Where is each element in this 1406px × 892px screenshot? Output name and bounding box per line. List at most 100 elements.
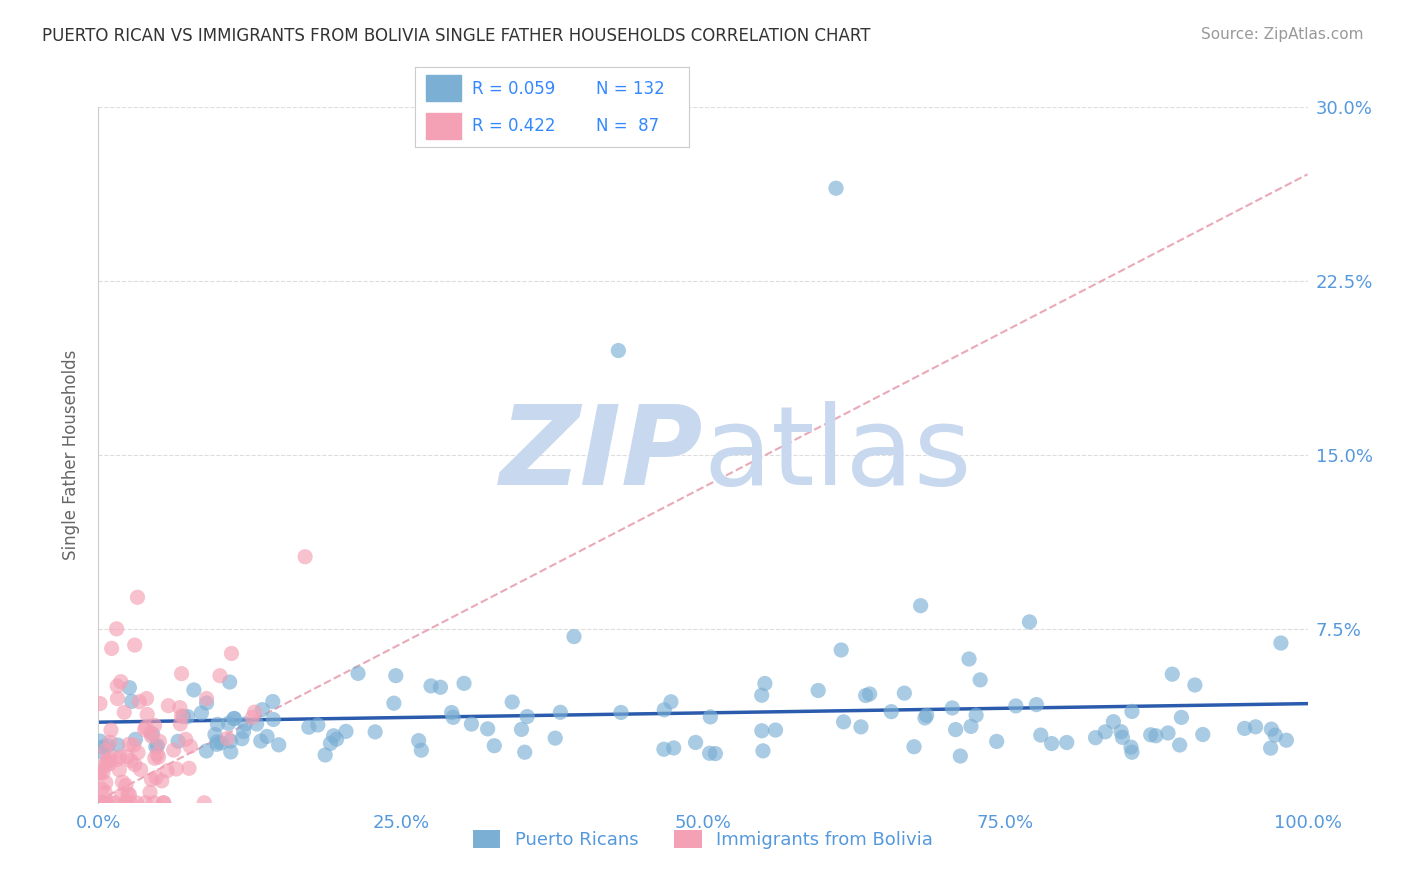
Point <box>411 743 433 757</box>
Point <box>267 738 290 752</box>
Point <box>222 711 245 725</box>
Point <box>97 739 120 753</box>
Point <box>1139 728 1161 742</box>
Point <box>910 599 932 613</box>
Point <box>209 736 232 750</box>
Point <box>232 724 254 739</box>
Point <box>90 796 112 810</box>
Point <box>1275 733 1298 747</box>
Point <box>510 723 533 737</box>
Point <box>240 710 263 724</box>
Point <box>172 709 194 723</box>
Point <box>699 710 721 724</box>
Point <box>135 720 157 734</box>
Point <box>501 695 523 709</box>
Point <box>441 710 464 724</box>
Point <box>1119 740 1142 755</box>
Point <box>382 696 405 710</box>
Point <box>307 718 329 732</box>
Point <box>94 743 117 757</box>
Bar <box>426 112 461 139</box>
Point <box>453 676 475 690</box>
Text: N =  87: N = 87 <box>596 117 659 135</box>
Point <box>127 746 149 760</box>
Point <box>143 751 166 765</box>
Text: R = 0.059: R = 0.059 <box>472 79 555 97</box>
Point <box>115 778 138 792</box>
Point <box>134 796 156 810</box>
Point <box>135 691 157 706</box>
Point <box>408 733 430 747</box>
Point <box>91 781 114 796</box>
Point <box>120 796 142 810</box>
Point <box>141 772 163 787</box>
Point <box>652 703 675 717</box>
Point <box>107 752 129 766</box>
Point <box>1157 726 1180 740</box>
Point <box>1094 724 1116 739</box>
Point <box>127 591 149 605</box>
Point <box>807 683 830 698</box>
Point <box>108 749 131 764</box>
Point <box>855 689 877 703</box>
Point <box>1270 636 1292 650</box>
Point <box>124 757 146 772</box>
Point <box>169 700 191 714</box>
Point <box>142 796 165 810</box>
Point <box>208 669 231 683</box>
Point <box>142 727 165 741</box>
Point <box>252 703 274 717</box>
Point <box>96 754 118 768</box>
Text: Source: ZipAtlas.com: Source: ZipAtlas.com <box>1201 27 1364 42</box>
Point <box>91 765 114 780</box>
Point <box>243 705 266 719</box>
Point <box>146 747 169 761</box>
Point <box>193 796 215 810</box>
Point <box>125 796 148 810</box>
Point <box>262 713 284 727</box>
Point <box>903 739 925 754</box>
Point <box>1244 720 1267 734</box>
Point <box>153 796 176 810</box>
Point <box>107 738 129 752</box>
Point <box>91 745 114 759</box>
Point <box>100 723 122 738</box>
Point <box>129 763 152 777</box>
Point <box>205 737 228 751</box>
Point <box>224 712 246 726</box>
Point <box>111 775 134 789</box>
Point <box>118 681 141 695</box>
Point <box>139 785 162 799</box>
Point <box>699 746 721 760</box>
Point <box>148 734 170 748</box>
Point <box>165 762 187 776</box>
Point <box>174 732 197 747</box>
Point <box>262 694 284 708</box>
Point <box>607 343 630 358</box>
Point <box>256 730 278 744</box>
Point <box>177 761 200 775</box>
Point <box>941 701 963 715</box>
Point <box>169 717 191 731</box>
Point <box>314 747 336 762</box>
Point <box>1029 728 1052 742</box>
Point <box>477 722 499 736</box>
Point <box>94 757 117 772</box>
Point <box>1040 737 1063 751</box>
Point <box>825 181 848 195</box>
Point <box>880 705 903 719</box>
Point <box>146 739 169 753</box>
Point <box>139 726 162 740</box>
Point <box>957 652 980 666</box>
Bar <box>426 75 461 102</box>
Legend: Puerto Ricans, Immigrants from Bolivia: Puerto Ricans, Immigrants from Bolivia <box>465 822 941 856</box>
Point <box>429 680 451 694</box>
Point <box>118 788 141 802</box>
Point <box>170 709 193 723</box>
Text: PUERTO RICAN VS IMMIGRANTS FROM BOLIVIA SINGLE FATHER HOUSEHOLDS CORRELATION CHA: PUERTO RICAN VS IMMIGRANTS FROM BOLIVIA … <box>42 27 870 45</box>
Point <box>163 743 186 757</box>
Point <box>94 785 117 799</box>
Point <box>122 738 145 752</box>
Point <box>460 717 482 731</box>
Point <box>335 724 357 739</box>
